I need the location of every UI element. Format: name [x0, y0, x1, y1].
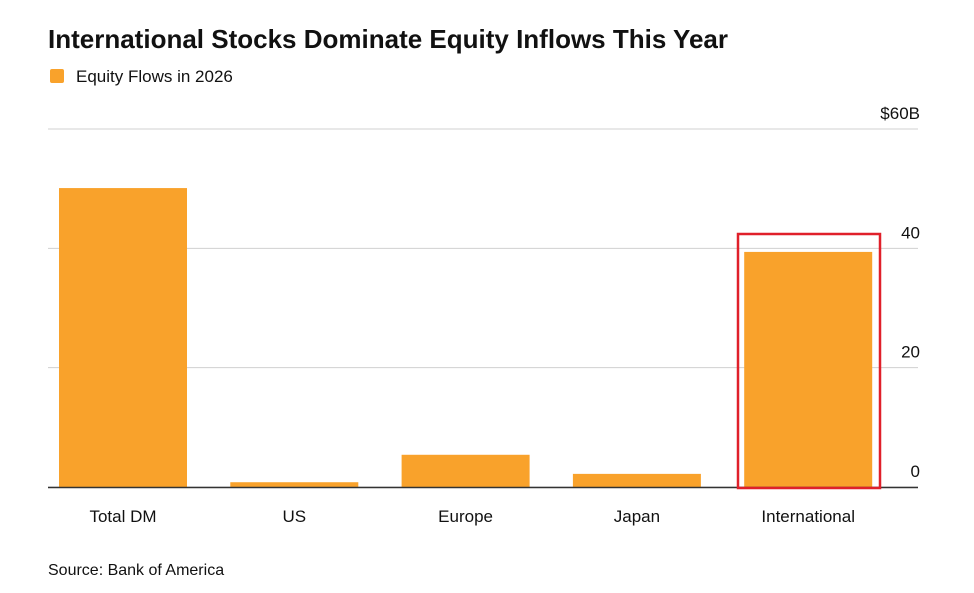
bar: [230, 482, 359, 487]
y-tick-label: $60B: [880, 104, 920, 123]
x-tick-label: Japan: [614, 507, 660, 526]
legend-label: Equity Flows in 2026: [76, 67, 233, 86]
bar: [744, 251, 873, 487]
y-tick-label: 20: [901, 343, 920, 362]
x-tick-label: US: [282, 507, 306, 526]
bar: [572, 473, 701, 487]
bars: Total DM US Europe Japan International: [59, 188, 873, 526]
x-tick-label: Europe: [438, 507, 493, 526]
y-tick-label: 40: [901, 223, 920, 242]
x-tick-label: International: [761, 507, 855, 526]
chart-title: International Stocks Dominate Equity Inf…: [48, 24, 728, 54]
source: Source: Bank of America: [48, 562, 224, 579]
highlight-box: [736, 232, 882, 490]
y-tick-label: 0: [911, 462, 920, 481]
x-tick-label: Total DM: [89, 507, 156, 526]
bar: [59, 188, 187, 487]
bar: [401, 454, 530, 487]
legend-swatch: [50, 69, 64, 83]
